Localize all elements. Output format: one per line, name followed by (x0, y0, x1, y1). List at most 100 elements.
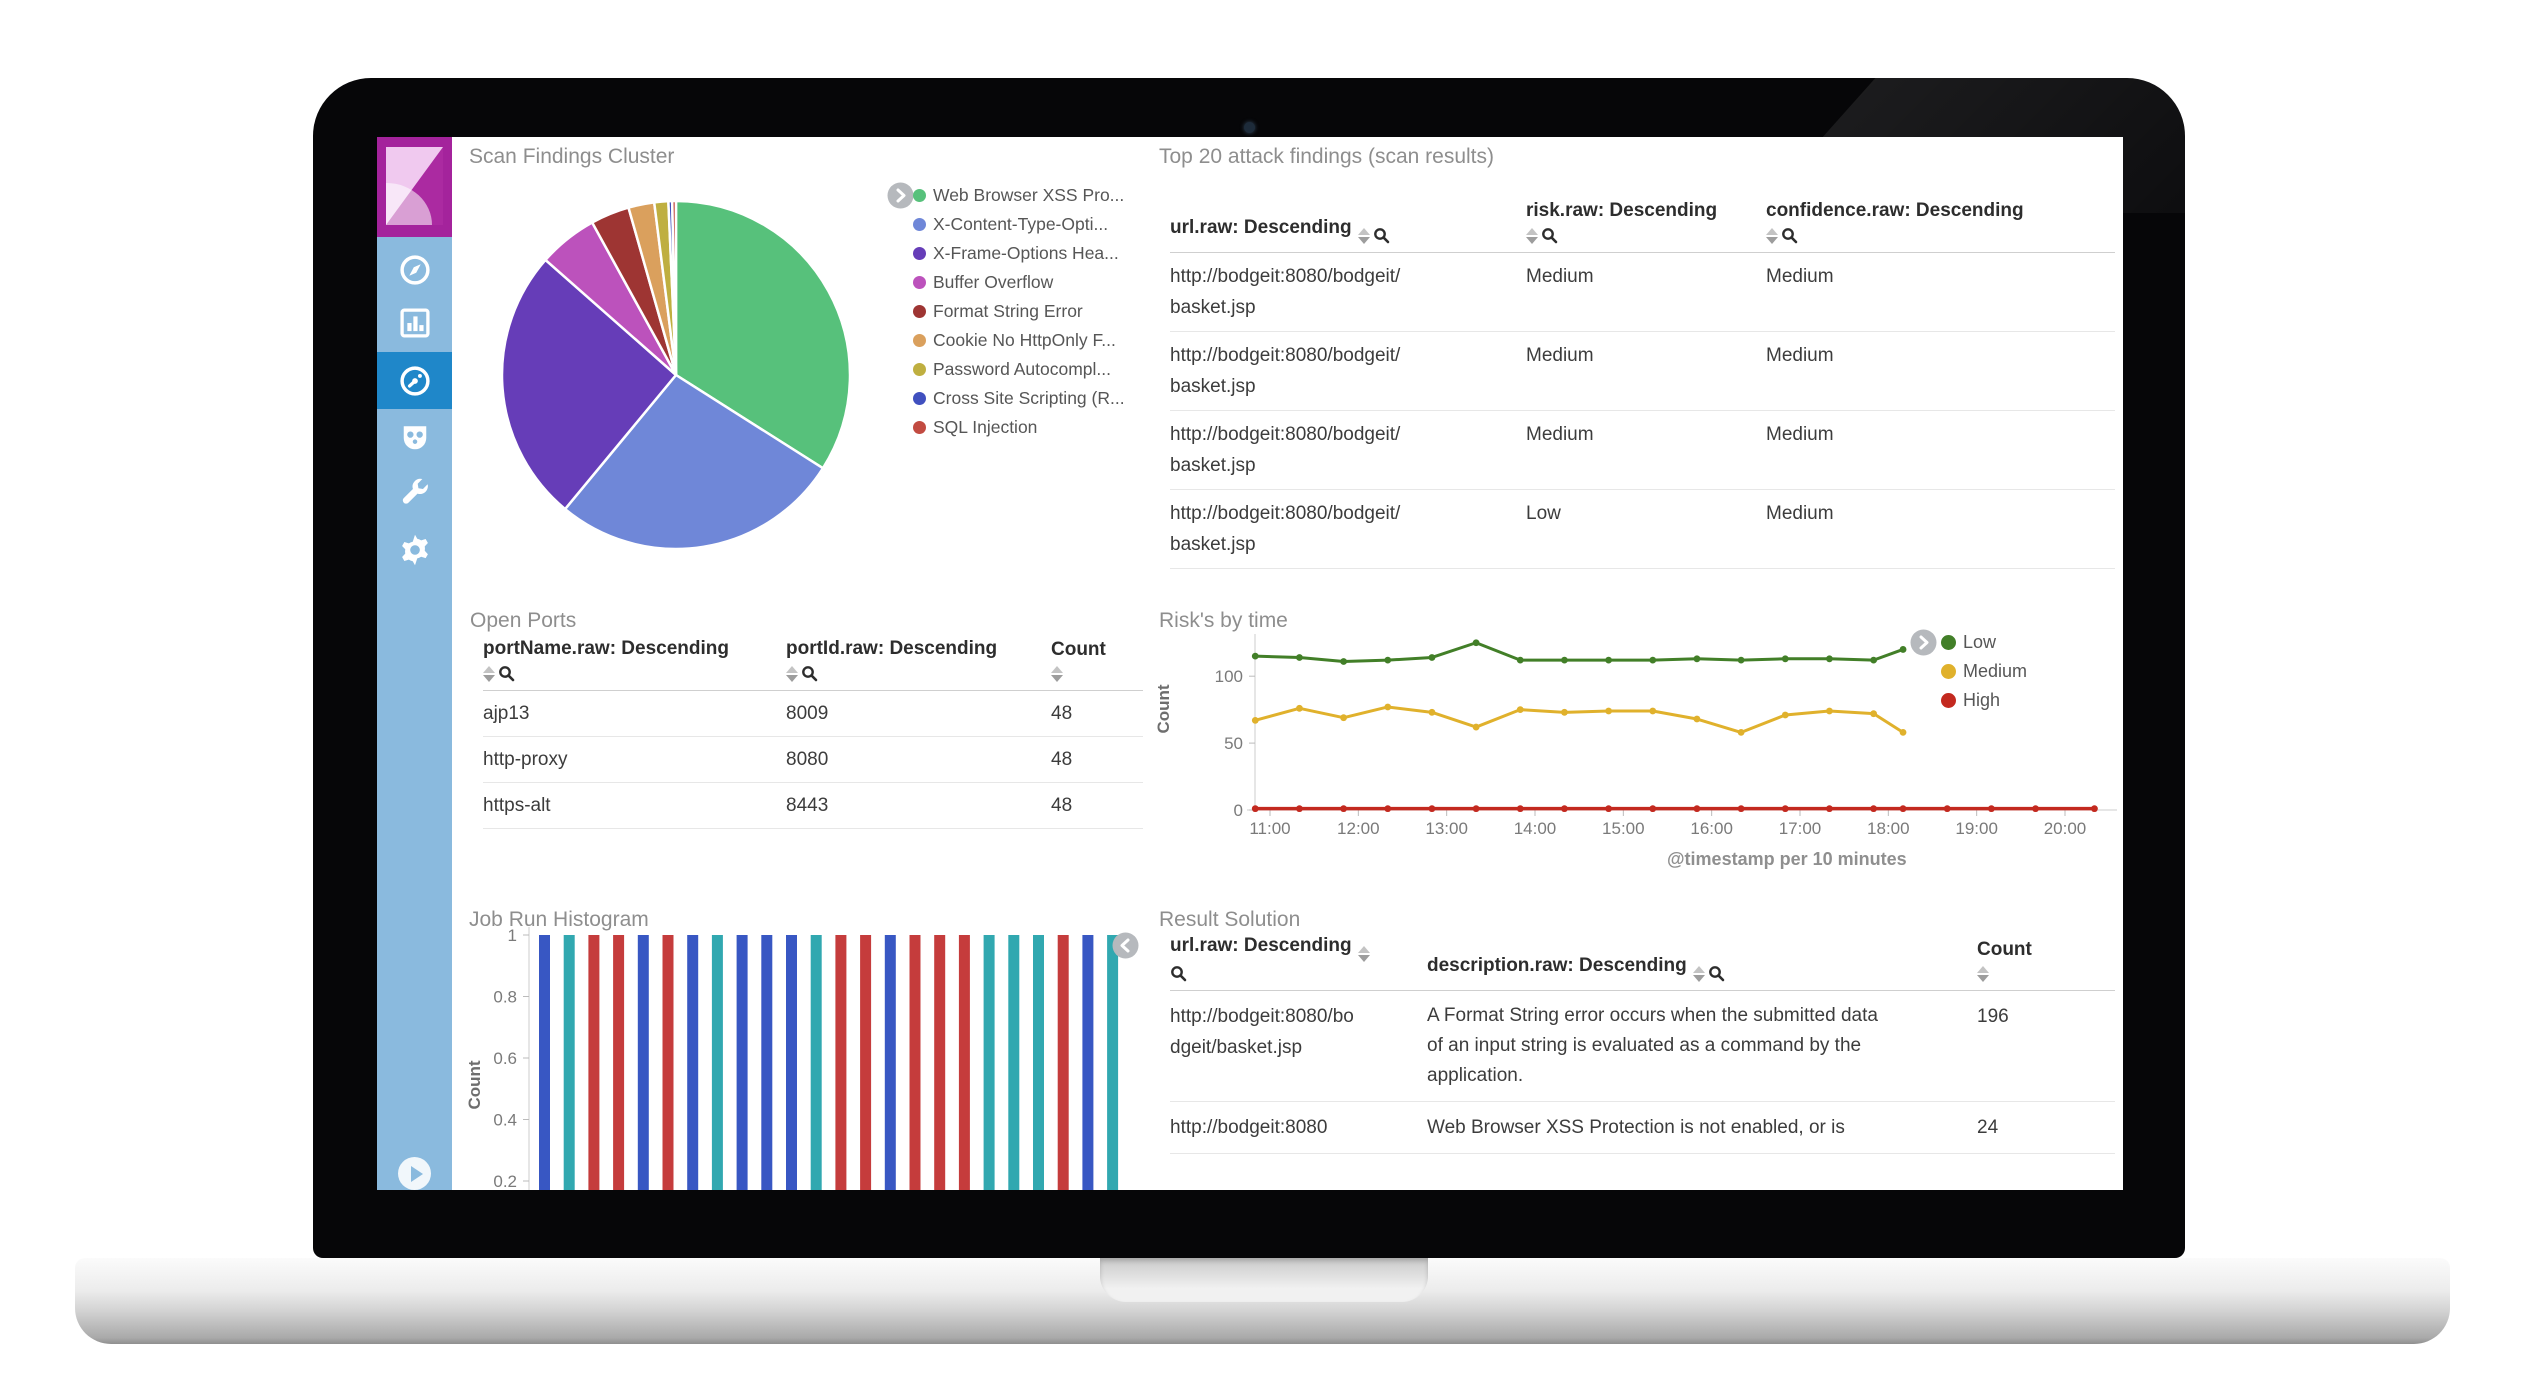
risk-data-point[interactable] (2032, 805, 2039, 813)
risk-data-point[interactable] (1428, 708, 1436, 716)
risk-data-point[interactable] (1870, 805, 1878, 813)
column-header[interactable]: Count (1977, 936, 2115, 990)
pie-legend-item[interactable]: Format String Error (913, 297, 1125, 326)
risk-data-point[interactable] (1296, 654, 1303, 661)
pie-legend-item[interactable]: Buffer Overflow (913, 268, 1125, 297)
histogram-bar[interactable] (958, 935, 970, 1190)
risk-data-point[interactable] (1987, 805, 1995, 813)
risk-data-point[interactable] (1472, 805, 1480, 813)
sort-icon[interactable] (1766, 227, 1778, 244)
risk-data-point[interactable] (1384, 656, 1392, 664)
histogram-bar[interactable] (983, 935, 995, 1190)
column-header[interactable]: risk.raw: Descending (1526, 197, 1766, 252)
risk-data-point[interactable] (1693, 805, 1701, 813)
sidebar-item-visualize[interactable] (377, 294, 452, 351)
risk-data-point[interactable] (1516, 706, 1524, 714)
histogram-bar[interactable] (934, 935, 946, 1190)
search-icon[interactable] (1541, 227, 1558, 244)
histogram-bar[interactable] (1033, 935, 1044, 1190)
histogram-bar[interactable] (687, 935, 699, 1190)
column-header[interactable]: url.raw: Descending (1170, 214, 1526, 253)
histogram-bar[interactable] (539, 935, 550, 1190)
histogram-bar[interactable] (884, 935, 896, 1190)
column-header[interactable]: url.raw: Descending (1170, 932, 1427, 990)
search-icon[interactable] (801, 665, 818, 682)
risk-data-point[interactable] (1296, 704, 1303, 712)
risk-legend-collapse-chevron[interactable] (1910, 629, 1937, 656)
risk-data-point[interactable] (2091, 805, 2098, 813)
histogram-bar[interactable] (860, 935, 872, 1190)
histogram-bar[interactable] (1057, 935, 1069, 1190)
pie-legend-item[interactable]: Web Browser XSS Pro... (913, 181, 1125, 210)
histogram-bar[interactable] (761, 935, 773, 1190)
risk-data-point[interactable] (1340, 658, 1348, 665)
risk-data-point[interactable] (1251, 716, 1259, 724)
histogram-bar[interactable] (563, 935, 575, 1190)
sort-icon[interactable] (1526, 227, 1538, 244)
risk-legend-item[interactable]: Low (1941, 628, 2027, 657)
risk-data-point[interactable] (1826, 805, 1833, 813)
column-header[interactable]: description.raw: Descending (1427, 952, 1977, 991)
sidebar-item-discover[interactable] (377, 241, 452, 298)
histogram-collapse-chevron[interactable] (1112, 932, 1139, 959)
histogram-bar[interactable] (810, 935, 822, 1190)
sort-icon[interactable] (483, 665, 495, 682)
risk-data-point[interactable] (1826, 707, 1833, 715)
column-header[interactable]: portName.raw: Descending (483, 635, 786, 690)
risk-data-point[interactable] (1737, 728, 1745, 736)
risk-data-point[interactable] (1870, 656, 1878, 664)
pie-legend-item[interactable]: X-Content-Type-Opti... (913, 210, 1125, 239)
sort-icon[interactable] (1692, 965, 1705, 982)
risk-data-point[interactable] (1737, 656, 1745, 664)
histogram-bar[interactable] (637, 935, 649, 1190)
risk-data-point[interactable] (1943, 805, 1951, 813)
risk-data-point[interactable] (1472, 639, 1480, 647)
sidebar-item-security[interactable] (377, 408, 452, 465)
risk-data-point[interactable] (1649, 805, 1657, 813)
risk-data-point[interactable] (1870, 710, 1878, 718)
risk-data-point[interactable] (1693, 715, 1701, 723)
risk-legend-item[interactable]: High (1941, 686, 2027, 715)
search-icon[interactable] (1708, 965, 1725, 982)
risk-legend-item[interactable]: Medium (1941, 657, 2027, 686)
risk-data-point[interactable] (1649, 707, 1657, 715)
risk-data-point[interactable] (1605, 707, 1613, 715)
histogram-bar[interactable] (662, 935, 674, 1190)
search-icon[interactable] (1373, 227, 1390, 244)
sidebar-item-tools[interactable] (377, 464, 452, 521)
histogram-bar[interactable] (1008, 935, 1020, 1190)
histogram-bar[interactable] (711, 935, 723, 1190)
histogram-bar[interactable] (588, 935, 600, 1190)
pie-legend-collapse-chevron[interactable] (887, 182, 914, 209)
risk-data-point[interactable] (1781, 711, 1789, 719)
sidebar-item-settings[interactable] (377, 521, 452, 578)
histogram-bar[interactable] (1082, 935, 1094, 1190)
sidebar-expand-button[interactable] (398, 1157, 431, 1190)
risk-data-point[interactable] (1561, 805, 1568, 813)
pie-legend-item[interactable]: Password Autocompl... (913, 355, 1125, 384)
risk-data-point[interactable] (1561, 656, 1568, 664)
sidebar-item-dashboard[interactable] (377, 352, 452, 409)
risk-data-point[interactable] (1899, 646, 1907, 653)
histogram-bar[interactable] (835, 935, 847, 1190)
risk-data-point[interactable] (1737, 805, 1745, 813)
risk-data-point[interactable] (1516, 805, 1524, 813)
kibana-logo[interactable] (377, 137, 452, 237)
risk-data-point[interactable] (1340, 714, 1348, 722)
sort-icon[interactable] (1051, 666, 1063, 682)
risk-data-point[interactable] (1649, 656, 1657, 664)
histogram-bar[interactable] (909, 935, 921, 1190)
sort-icon[interactable] (786, 665, 798, 682)
column-header[interactable]: portId.raw: Descending (786, 635, 1051, 690)
pie-legend-item[interactable]: SQL Injection (913, 413, 1125, 442)
sort-icon[interactable] (1357, 946, 1370, 962)
risk-data-point[interactable] (1899, 805, 1907, 813)
risk-data-point[interactable] (1605, 656, 1613, 664)
column-header[interactable]: confidence.raw: Descending (1766, 197, 2115, 252)
risk-data-point[interactable] (1251, 805, 1259, 813)
risk-data-point[interactable] (1472, 723, 1480, 731)
risk-data-point[interactable] (1296, 805, 1303, 813)
histogram-bar[interactable] (736, 935, 748, 1190)
pie-slice[interactable] (670, 199, 678, 377)
risk-data-point[interactable] (1826, 655, 1833, 663)
